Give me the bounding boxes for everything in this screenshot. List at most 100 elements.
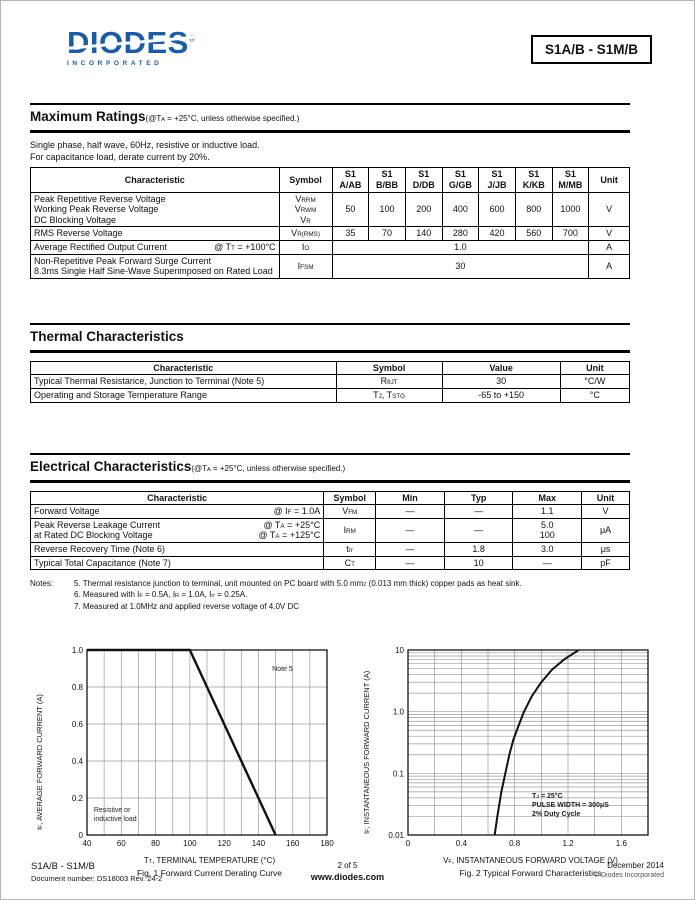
table-cell: Reverse Recovery Time (Note 6) [29,542,325,557]
table-cell: 1.8 [443,542,514,557]
table-cell: 420 [478,226,516,241]
table-cell: 400 [441,191,480,228]
table-header-cell: Symbol [278,167,333,193]
page-footer: S1A/B - S1M/B Document number: DS18003 R… [31,861,664,883]
table-row: Non-Repetitive Peak Forward Surge Curren… [30,253,630,279]
footer-page-number: 2 of 5 [337,861,358,870]
svg-text:0.8: 0.8 [509,839,521,848]
chart-annotation: Note 5 [272,665,293,673]
table-cell: — [375,555,445,571]
table-header-cell: Characteristic [30,360,337,376]
table-cell: 1.1 [512,504,583,519]
fig1-y-axis-label: IF, AVERAGE FORWARD CURRENT (A) [35,693,44,830]
table-header-cell: S1 D/DB [404,167,443,193]
table-cell: 280 [441,226,480,241]
table-cell: — [443,517,514,544]
electrical-table: Characteristic Symbol Min Typ Max Unit F… [29,490,630,571]
svg-text:1.2: 1.2 [562,839,574,848]
footer-website-link[interactable]: www.diodes.com [310,872,385,882]
table-header-cell: Value [441,360,561,376]
forward-characteristic [493,648,580,835]
svg-text:140: 140 [252,839,266,848]
svg-text:80: 80 [151,839,160,848]
fig2-plot-area: 0 0.4 0.8 1.2 1.6 0.01 0.1 1.0 10 IF, INSTANTANE… [356,642,671,854]
table-cell: — [512,555,583,571]
table-cell: — [375,504,445,519]
table-header-cell: Unit [588,167,630,193]
fig2-forward-chart: 0 0.4 0.8 1.2 1.6 0.01 0.1 1.0 10 [388,646,649,848]
table-cell: Average Rectified Output Current @ TT = +… [30,239,280,255]
svg-text:0.4: 0.4 [72,757,84,766]
fig2-forward-characteristics-figure: 0 0.4 0.8 1.2 1.6 0.01 0.1 1.0 10 IF, INSTANTANE… [356,642,671,878]
svg-text:100: 100 [183,839,197,848]
table-cell: VFM [323,504,377,519]
footer-left: S1A/B - S1M/B Document number: DS18003 R… [31,861,162,883]
table-cell: IO [278,239,333,255]
diodes-logo: DIODES® INCORPORATED [65,27,203,67]
svg-text:10: 10 [395,646,404,655]
table-header-cell: S1 K/KB [514,167,553,193]
table-cell: 35 [331,226,370,241]
chart-annotation: TJ = 25°C PULSE WIDTH = 300μS 2% Duty Cycl… [532,792,609,818]
svg-text:1.6: 1.6 [616,839,628,848]
table-header-cell: S1 G/GB [441,167,480,193]
notes-block: Notes: 5. Thermal resistance junction to… [30,578,630,612]
table-cell: V [588,191,630,228]
table-cell: Peak Reverse Leakage Current @ TA = +25°C… [29,517,325,544]
svg-text:0.4: 0.4 [456,839,468,848]
table-cell: 700 [551,226,590,241]
note-item: 7. Measured at 1.0MHz and applied revers… [74,601,300,611]
table-row: RMS Reverse Voltage VR(RMS) 35 70 140 28… [30,226,630,241]
svg-text:180: 180 [320,839,334,848]
notes-list: 5. Thermal resistance junction to termin… [74,578,522,612]
table-row: Operating and Storage Temperature Range … [30,387,631,403]
fig1-derating-figure: 40 60 80 100 120 140 160 180 0 0.2 0.4 0.6 0.8 1.0 IF… [29,642,344,878]
table-cell: 70 [368,226,406,241]
table-cell: pF [581,555,630,571]
table-cell: V [588,226,630,241]
table-cell: — [443,504,514,519]
fig2-caption: Fig. 2 Typical Forward Characteristics [459,867,602,878]
max-ratings-table: Characteristic Symbol S1 A/AB S1 B/BB S1 D/… [30,167,630,279]
svg-text:0.2: 0.2 [72,794,84,803]
svg-text:0.01: 0.01 [388,831,404,840]
table-cell: 600 [478,191,516,228]
max-ratings-intro: Single phase, half wave, 60Hz, resistive… [30,139,630,163]
table-row: Peak Reverse Leakage Current @ TA = +25°C… [29,517,630,544]
svg-text:40: 40 [83,839,92,848]
table-cell: 1.0 [331,239,590,255]
section-subtitle: (@TA = +25°C, unless otherwise specified… [145,114,300,123]
table-cell: 50 [331,191,370,228]
svg-text:1.0: 1.0 [393,707,405,716]
fig1-x-axis-label: TT, TERMINAL TEMPERATURE (°C) [143,855,276,865]
table-cell: 10 [443,555,514,571]
table-cell: 30 [331,253,590,279]
table-cell: TJ, TSTG [335,387,443,403]
table-cell: °C [559,387,631,403]
footer-document-number: Document number: DS18003 Rev. 24-2 [31,874,163,883]
electrical-heading: Electrical Characteristics(@TA = +25°C, … [30,452,630,483]
table-header-cell: S1 B/BB [368,167,406,193]
footer-part-number: S1A/B - S1M/B [31,861,95,872]
intro-line: Single phase, half wave, 60Hz, resistive… [30,140,260,150]
table-cell: μA [581,517,630,544]
table-row: Typical Thermal Resistance, Junction to … [30,374,631,389]
table-cell: RMS Reverse Voltage [30,226,280,241]
svg-text:0.6: 0.6 [72,720,84,729]
table-row: Reverse Recovery Time (Note 6) trr — 1.8… [29,542,630,557]
table-cell: A [588,253,630,279]
footer-right: December 2014 © Diodes Incorporated [594,861,664,879]
table-header-cell: Characteristic [30,167,280,193]
note-item: 5. Thermal resistance junction to termin… [74,579,522,589]
table-row: Typical Total Capacitance (Note 7) CT — … [29,555,630,571]
table-cell: 200 [404,191,443,228]
table-header-cell: Unit [559,360,631,376]
table-header-row: Characteristic Symbol S1 A/AB S1 B/BB S1 D/… [30,167,630,193]
table-header-cell: S1 M/MB [551,167,590,193]
fig2-x-axis-label: VF, INSTANTANEOUS FORWARD VOLTAGE (V) [443,855,618,865]
table-cell: RθJT [335,374,443,389]
logo-brand-text: DIODES® [65,27,203,58]
figures-row: 40 60 80 100 120 140 160 180 0 0.2 0.4 0.6 0.8 1.0 IF… [29,642,694,878]
table-cell: Peak Repetitive Reverse Voltage Working … [30,191,280,228]
table-header-cell: S1 A/AB [331,167,370,193]
